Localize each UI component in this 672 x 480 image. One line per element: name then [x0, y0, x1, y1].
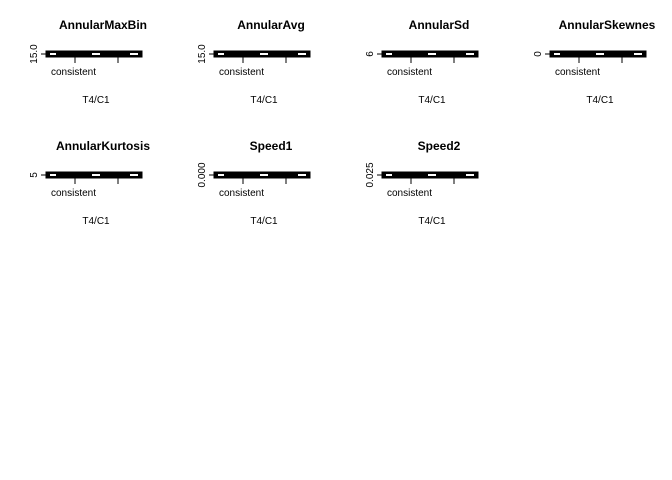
panel-title: Speed1	[250, 139, 293, 153]
box-gap	[466, 53, 474, 55]
box-gap	[218, 174, 224, 176]
x-axis-label: T4/C1	[250, 95, 278, 106]
box-gap	[428, 174, 436, 176]
y-tick-label: 15.0	[197, 44, 208, 64]
box-gap	[386, 53, 392, 55]
box-gap	[92, 174, 100, 176]
category-label: consistent	[387, 67, 432, 78]
x-axis-label: T4/C1	[82, 95, 110, 106]
panel-title: AnnularAvg	[237, 18, 305, 32]
x-axis-label: T4/C1	[586, 95, 614, 106]
x-axis-label: T4/C1	[250, 216, 278, 227]
box-gap	[50, 53, 56, 55]
panel-4: AnnularSkewnes 0 consistent T4/C1	[533, 18, 656, 106]
box-gap	[298, 53, 306, 55]
panel-3: AnnularSd 6 consistent T4/C1	[365, 18, 478, 106]
box-gap	[260, 53, 268, 55]
panel-7: Speed2 0.025 consistent T4/C1	[365, 139, 478, 227]
category-label: consistent	[51, 67, 96, 78]
x-axis-label: T4/C1	[82, 216, 110, 227]
box-gap	[218, 53, 224, 55]
category-label: consistent	[219, 67, 264, 78]
y-tick-label: 0.000	[197, 162, 208, 187]
box-gap	[634, 53, 642, 55]
y-tick-label: 0.025	[365, 162, 376, 187]
panel-title: Speed2	[418, 139, 461, 153]
panel-title: AnnularMaxBin	[59, 18, 147, 32]
y-tick-label: 0	[533, 51, 544, 57]
box-gap	[130, 174, 138, 176]
box-gap	[260, 174, 268, 176]
panel-title: AnnularSd	[409, 18, 470, 32]
box-gap	[50, 174, 56, 176]
box-gap	[428, 53, 436, 55]
box-gap	[130, 53, 138, 55]
box-gap	[466, 174, 474, 176]
x-axis-label: T4/C1	[418, 216, 446, 227]
category-label: consistent	[387, 188, 432, 199]
category-label: consistent	[219, 188, 264, 199]
box-gap	[386, 174, 392, 176]
panel-1: AnnularMaxBin 15.0 consistent T4/C1	[29, 18, 147, 106]
panel-5: AnnularKurtosis 5 consistent T4/C1	[29, 139, 150, 227]
box-gap	[92, 53, 100, 55]
x-axis-label: T4/C1	[418, 95, 446, 106]
box-gap	[596, 53, 604, 55]
panel-title: AnnularKurtosis	[56, 139, 150, 153]
y-tick-label: 6	[365, 51, 376, 57]
box-gap	[298, 174, 306, 176]
panel-6: Speed1 0.000 consistent T4/C1	[197, 139, 310, 227]
box-gap	[554, 53, 560, 55]
panel-2: AnnularAvg 15.0 consistent T4/C1	[197, 18, 310, 106]
panel-title: AnnularSkewnes	[559, 18, 656, 32]
category-label: consistent	[51, 188, 96, 199]
category-label: consistent	[555, 67, 600, 78]
y-tick-label: 15.0	[29, 44, 40, 64]
y-tick-label: 5	[29, 172, 40, 178]
